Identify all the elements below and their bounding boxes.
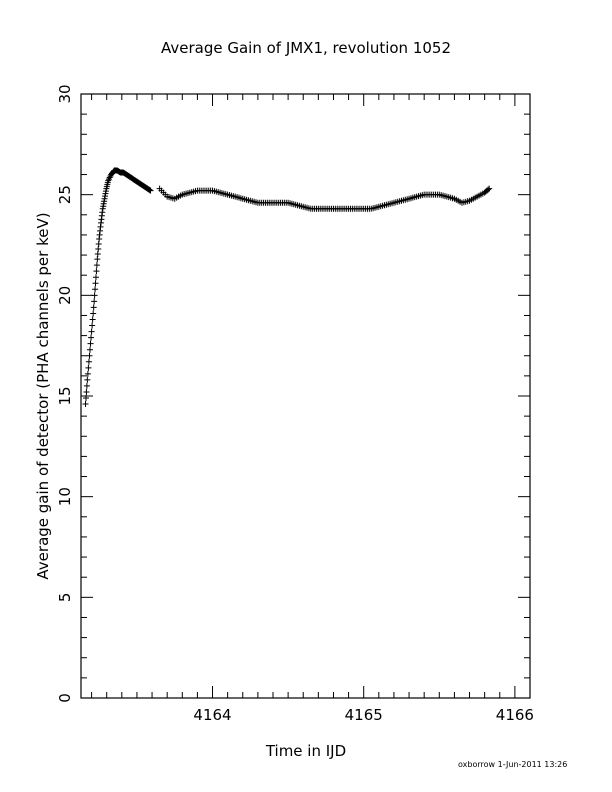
data-point — [146, 187, 153, 194]
y-tick-label: 25 — [56, 185, 74, 204]
data-point — [92, 280, 99, 287]
data-point — [87, 340, 94, 347]
y-axis-label: Average gain of detector (PHA channels p… — [34, 212, 52, 579]
x-axis-label: Time in IJD — [265, 742, 346, 760]
data-point — [485, 186, 492, 193]
data-point — [93, 268, 100, 275]
x-axis-ticks: 4164 4165 4166 — [91, 94, 534, 724]
data-point — [94, 256, 101, 263]
y-tick-label: 20 — [56, 286, 74, 305]
data-point — [90, 310, 97, 317]
data-point — [90, 304, 97, 311]
data-point — [82, 401, 89, 408]
data-point — [84, 370, 91, 377]
y-tick-label: 5 — [56, 593, 74, 603]
data-point — [95, 246, 102, 253]
x-tick-label: 4166 — [496, 706, 534, 724]
y-tick-label: 0 — [56, 693, 74, 703]
y-tick-label: 15 — [56, 386, 74, 405]
data-point — [85, 358, 92, 365]
x-tick-label: 4165 — [345, 706, 383, 724]
data-point — [82, 395, 89, 402]
data-point — [92, 274, 99, 281]
y-tick-label: 10 — [56, 487, 74, 506]
x-tick-label: 4164 — [193, 706, 231, 724]
data-point — [83, 382, 90, 389]
data-point — [86, 346, 93, 353]
data-point — [83, 388, 90, 395]
data-point — [89, 322, 96, 329]
y-tick-label: 30 — [56, 84, 74, 103]
chart-title: Average Gain of JMX1, revolution 1052 — [161, 39, 451, 57]
data-point — [84, 376, 91, 383]
data-point — [89, 316, 96, 323]
footer-stamp: oxborrow 1-Jun-2011 13:26 — [458, 760, 568, 769]
data-point — [88, 328, 95, 335]
data-point — [93, 262, 100, 269]
data-point — [486, 185, 493, 192]
data-point — [88, 334, 95, 341]
data-point — [95, 240, 102, 247]
data-point — [147, 187, 154, 194]
data-point — [85, 364, 92, 371]
data-point — [92, 286, 99, 293]
data-point — [94, 251, 101, 258]
data-points — [82, 167, 493, 408]
data-point — [91, 298, 98, 305]
data-point — [91, 292, 98, 299]
data-point — [86, 352, 93, 359]
y-axis-ticks: 0 5 10 15 20 25 30 — [56, 84, 530, 703]
plot-frame — [80, 93, 531, 699]
